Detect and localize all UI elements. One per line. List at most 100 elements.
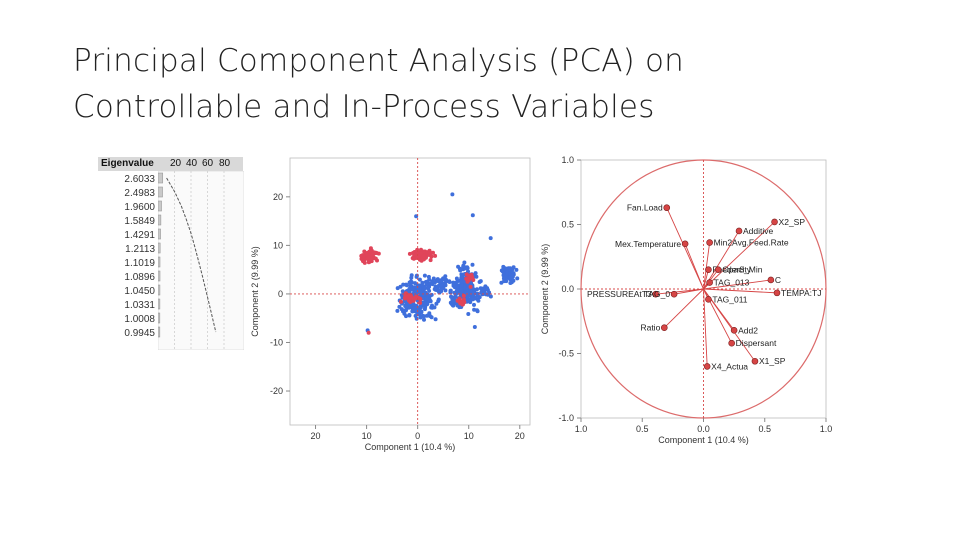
eigen-bar-tick-label: 60 — [202, 158, 214, 169]
eigenvalue-table-header: Eigenvalue 20 40 60 80 — [98, 157, 243, 171]
eigenvalue-cell: 1.0450 — [124, 286, 155, 297]
eigenvalue-cell: 1.0896 — [124, 272, 155, 283]
score-point — [472, 302, 476, 307]
loading-point — [706, 239, 713, 246]
score-point — [468, 289, 473, 294]
loading-vector — [655, 288, 704, 295]
y-tick-label: 1.0 — [561, 155, 574, 165]
loading-vector — [703, 288, 708, 367]
eigenvalue-cell: 1.0331 — [124, 300, 155, 311]
score-point — [417, 296, 422, 301]
score-point — [484, 292, 489, 297]
score-point — [409, 279, 413, 284]
y-axis-label: Component 2 (9.99 %) — [540, 244, 550, 335]
loading-label: TEMPA:TJ — [781, 288, 821, 298]
score-point — [432, 280, 437, 285]
score-point — [436, 297, 441, 302]
loading-label: X1_SP — [759, 356, 786, 366]
loading-label: Additive — [743, 226, 774, 236]
loading-point — [773, 289, 781, 297]
score-point — [421, 254, 426, 259]
score-point — [410, 309, 415, 314]
loading-vector — [703, 279, 771, 290]
score-point — [399, 299, 403, 304]
loading-label: X2_SP — [779, 217, 806, 227]
score-point — [422, 314, 426, 319]
score-point-outlier — [472, 324, 477, 329]
loading-point — [663, 204, 671, 212]
score-point — [430, 303, 434, 308]
score-point — [413, 281, 417, 286]
loading-label: TAG_013 — [714, 278, 750, 288]
score-point — [458, 292, 463, 296]
score-point — [436, 284, 441, 288]
score-point — [423, 290, 428, 295]
y-tick-label: -20 — [270, 386, 283, 396]
loading-vector — [684, 243, 704, 290]
score-point-outlier — [470, 213, 475, 218]
score-point — [419, 258, 424, 263]
score-point — [488, 294, 493, 299]
loading-point — [751, 357, 759, 365]
loading-label: TAG_0 — [644, 289, 671, 299]
loading-vector — [666, 207, 704, 290]
score-point — [373, 256, 378, 261]
loading-vector — [674, 288, 704, 295]
score-point — [505, 271, 509, 276]
cumulative-percent-line — [166, 177, 217, 333]
score-point — [433, 317, 438, 322]
score-point — [459, 301, 464, 306]
score-point — [422, 317, 426, 322]
score-point — [408, 305, 413, 310]
eigen-bar — [158, 312, 161, 324]
loading-vector — [703, 269, 709, 290]
score-plot: 20 10 0 10 20 20 10 0 -10 -20 Component 1 (10.4 %)… — [250, 157, 531, 452]
loading-label: Feeder8_Min — [712, 265, 762, 275]
score-point — [414, 273, 419, 278]
score-point — [422, 307, 427, 312]
eigen-bar-tick-label: 40 — [186, 158, 198, 169]
x-tick-label: 10 — [362, 431, 372, 441]
x-tick-label: 10 — [464, 431, 474, 441]
loading-label: PRESSUREAtT3 — [587, 289, 652, 299]
score-point — [428, 258, 433, 263]
score-point — [397, 304, 402, 309]
score-point — [499, 280, 504, 285]
score-point — [508, 275, 513, 280]
score-point — [418, 314, 423, 319]
y-tick-label: -0.5 — [558, 349, 574, 359]
x-tick-label: 0 — [415, 431, 420, 441]
eigen-bar-frame — [158, 171, 244, 350]
score-point — [438, 280, 443, 285]
score-points — [359, 192, 520, 335]
score-point — [471, 297, 476, 302]
eigenvalue-cell: 1.4291 — [124, 230, 155, 241]
loading-point — [652, 290, 660, 298]
x-tick-label: 0.0 — [697, 424, 710, 434]
score-point — [420, 280, 425, 285]
score-point — [359, 253, 364, 258]
score-point — [481, 287, 486, 292]
score-point — [442, 276, 446, 281]
loading-vectors: Fan.Load Additive X2_SP Mex.Temperature Min2… — [587, 203, 821, 372]
score-point — [368, 249, 373, 254]
score-point — [499, 268, 504, 273]
y-tick-label: 10 — [273, 240, 283, 250]
score-point — [407, 286, 412, 291]
score-point — [407, 313, 412, 318]
score-point — [398, 284, 403, 289]
score-point — [413, 296, 418, 301]
score-point — [417, 287, 422, 292]
score-point — [407, 251, 412, 256]
score-point — [478, 279, 483, 284]
loading-vector — [663, 288, 704, 329]
score-point — [411, 298, 415, 303]
loading-point — [703, 363, 711, 370]
eigen-bar — [158, 256, 161, 268]
score-point — [459, 288, 464, 293]
score-point — [419, 309, 424, 314]
score-point — [401, 282, 406, 287]
score-point — [457, 266, 462, 271]
score-point — [439, 287, 444, 291]
loading-label: TAG_011 — [712, 294, 747, 304]
